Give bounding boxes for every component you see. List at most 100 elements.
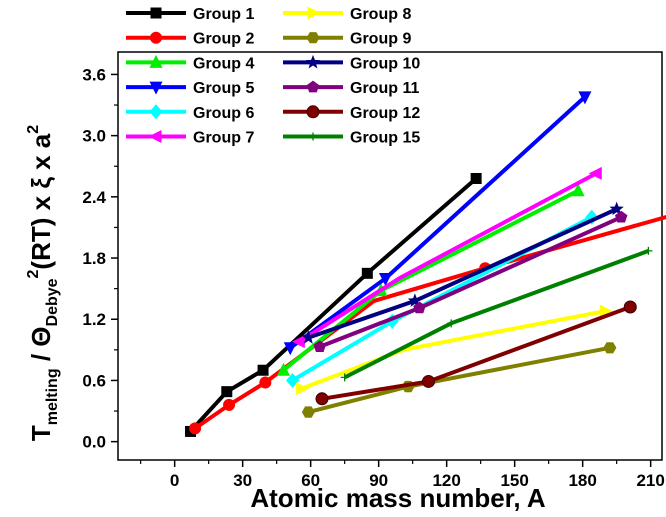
data-point [149,54,163,68]
data-point [413,301,426,314]
legend-label: Group 15 [350,130,420,147]
legend-item: Group 8 [283,6,411,23]
y-tick-label: 3.6 [82,65,106,84]
y-title-sep: / Θ [26,326,56,368]
legend-item: Group 5 [126,80,254,97]
x-tick-label: 90 [369,471,388,490]
y-tick-label: 3.0 [82,127,106,146]
data-point [313,340,326,352]
data-point [470,172,482,184]
legend-item: Group 7 [126,130,254,147]
data-point [301,330,316,344]
data-point [283,342,297,356]
x-tick-label: 180 [568,471,596,490]
data-point [306,105,320,119]
legend-label: Group 6 [193,105,254,122]
data-point [223,398,236,411]
data-point [149,104,163,120]
data-point [306,80,320,93]
data-point [148,130,162,143]
series-group-9 [301,342,617,418]
legend-item: Group 6 [126,104,254,122]
data-point [623,300,637,314]
series-group-12 [315,300,637,406]
series-group-2 [189,214,666,435]
legend-label: Group 1 [193,6,254,23]
data-point [301,406,315,418]
series-group-11 [313,210,628,352]
data-point [189,422,202,435]
x-axis: 0 30 60 90 120 150 180 210 [140,460,665,490]
data-point [286,372,300,388]
legend-label: Group 9 [350,31,411,48]
data-point [259,376,272,389]
data-point [447,319,456,328]
data-point [309,132,317,141]
legend-item: Group 9 [283,31,411,48]
data-point [407,293,423,307]
legend-item: Group 12 [283,105,420,122]
legend-label: Group 5 [193,80,254,97]
legend-item: Group 15 [283,130,420,147]
legend-label: Group 10 [350,55,420,72]
data-point [599,304,613,318]
y-tick-label: 2.4 [82,188,106,207]
legend-item: Group 10 [283,54,420,72]
data-point [315,392,329,406]
y-title-sup2: 2 [25,269,42,278]
y-title-main: T [26,425,56,441]
x-axis-title: Atomic mass number, A [250,483,545,513]
data-point [257,364,269,376]
series-group [185,91,666,437]
y-tick-label: 0.6 [82,371,106,390]
data-point [221,386,233,398]
series-group-10 [301,201,624,344]
y-title-rest: (RT) x ξ x a [26,133,56,269]
data-point [422,374,436,388]
series-group-15 [340,246,653,382]
x-tick-label: 120 [432,471,460,490]
y-title-sup-a: 2 [25,125,42,134]
x-tick-label: 30 [233,471,252,490]
legend-item: Group 2 [126,31,254,48]
data-point [276,362,290,376]
data-point [340,373,349,382]
legend-item: Group 4 [126,54,254,72]
data-point [609,201,624,216]
y-title-theta-sub: Debye [44,278,61,326]
series-line [298,171,598,344]
data-point [571,183,585,197]
data-point [615,210,628,223]
data-point [378,272,392,286]
y-tick-label: 1.2 [82,310,106,329]
series-line [300,309,606,391]
data-point [150,31,162,44]
legend-item: Group 1 [126,6,254,23]
data-point [644,246,653,255]
data-point [603,342,617,354]
y-axis: 0.0 0.6 1.2 1.8 2.4 3.0 3.6 [82,65,118,452]
y-axis-title: Tmelting / ΘDebye2(RT) x ξ x a2 [25,125,61,441]
legend: Group 1 Group 2 Group 4 Group 5 Group 6 Group… [126,6,420,147]
legend-label: Group 12 [350,105,420,122]
legend-label: Group 4 [193,55,254,72]
legend-label: Group 8 [350,6,411,23]
data-point [306,32,320,44]
legend-label: Group 7 [193,130,254,147]
x-tick-label: 60 [301,471,320,490]
data-point [307,6,321,20]
y-tick-label: 0.0 [82,433,106,452]
series-group-7 [291,166,602,349]
x-tick-label: 210 [636,471,664,490]
legend-label: Group 2 [193,31,254,48]
data-point [149,81,163,95]
series-line [189,176,478,433]
data-point [291,335,305,349]
data-point [296,382,310,396]
data-point [150,7,162,19]
x-tick-label: 150 [500,471,528,490]
series-group-8 [296,304,613,396]
legend-item: Group 11 [283,80,419,97]
y-tick-label: 1.8 [82,249,106,268]
